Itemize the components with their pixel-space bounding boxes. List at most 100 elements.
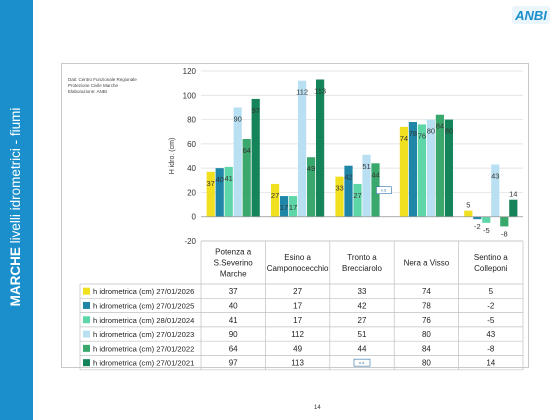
- data-label: 84: [436, 122, 444, 131]
- y-tick-label: -20: [184, 237, 196, 246]
- bar: [316, 79, 325, 217]
- page-number: 14: [314, 405, 321, 411]
- bar: [435, 114, 444, 217]
- data-label: 37: [207, 179, 215, 188]
- logo-background: [512, 6, 550, 24]
- anbi-logo-icon: ANBI: [512, 6, 550, 24]
- table-cell: 5: [489, 287, 494, 296]
- table-cell: 27: [358, 316, 367, 325]
- legend-swatch: [83, 330, 90, 338]
- bar: [500, 216, 509, 227]
- bar: [464, 210, 473, 217]
- table-cell: 42: [358, 301, 367, 310]
- bar: [444, 119, 453, 217]
- table-cell: 51: [358, 330, 367, 339]
- legend-swatch: [83, 316, 90, 324]
- data-label: 33: [335, 184, 343, 193]
- legend-series-name: h idrometrica (cm) 27/01/2021: [93, 359, 194, 368]
- data-label: 78: [409, 129, 417, 138]
- table-cell: 14: [486, 359, 495, 368]
- bar: [251, 98, 260, 217]
- table-cell-box: [353, 358, 371, 367]
- table-cell: 80: [422, 359, 431, 368]
- bar: [482, 216, 491, 223]
- data-label: 90: [234, 114, 242, 123]
- category-label: Potenza a: [215, 248, 252, 257]
- data-label: 80: [445, 127, 453, 136]
- data-label-box: [376, 186, 392, 195]
- category-label: Nera a Visso: [404, 259, 450, 268]
- table-cell: 17: [293, 316, 302, 325]
- legend-series-name: h idrometrica (cm) 27/01/2022: [93, 344, 194, 353]
- bar: [271, 183, 280, 217]
- data-label: n.d.: [381, 189, 387, 193]
- bar: [473, 216, 482, 220]
- category-label: Tronto a: [347, 253, 377, 262]
- bar: [298, 80, 307, 217]
- y-tick-label: 120: [183, 67, 197, 76]
- legend-series-name: h idrometrica (cm) 27/01/2026: [93, 287, 194, 296]
- category-label: Colleponi: [474, 264, 508, 273]
- data-label: 76: [418, 131, 426, 140]
- bar: [307, 157, 316, 217]
- source-note-line: Protezione Civile Marche: [68, 83, 119, 88]
- data-label: 27: [271, 191, 279, 200]
- legend-swatch: [83, 359, 90, 367]
- data-label: 80: [427, 127, 435, 136]
- data-label: 97: [252, 106, 260, 115]
- table-cell: 112: [291, 330, 304, 339]
- y-tick-label: 100: [183, 91, 197, 100]
- data-labels-layer: 37273374540174278-241172776-590112518043…: [207, 87, 518, 239]
- bars-layer: [206, 79, 518, 227]
- y-tick-label: 40: [187, 164, 196, 173]
- data-label: 74: [400, 134, 408, 143]
- bar: [362, 154, 371, 217]
- bar: [224, 166, 233, 217]
- data-label: -5: [483, 226, 490, 235]
- bar: [408, 122, 417, 217]
- data-label: 27: [353, 191, 361, 200]
- category-label: Sentino a: [474, 253, 508, 262]
- table-cell: 17: [293, 301, 302, 310]
- logo-text: ANBI: [514, 8, 547, 23]
- bar: [426, 119, 435, 217]
- source-note-line: Elaborazione: ANBI: [68, 89, 108, 94]
- table-cell: 78: [422, 301, 431, 310]
- source-note-line: Dati: Centro Funzionale Regionale: [68, 77, 137, 82]
- data-label: 5: [466, 201, 470, 210]
- category-label: S.Severino: [214, 259, 254, 268]
- category-label: Esino a: [284, 253, 311, 262]
- y-tick-label: 80: [187, 116, 196, 125]
- data-label: 41: [225, 174, 233, 183]
- bar: [417, 124, 426, 217]
- y-tick-label: 20: [187, 188, 196, 197]
- bar: [509, 199, 518, 217]
- legend-swatch: [83, 344, 90, 352]
- bar: [491, 164, 500, 217]
- table-cell: 76: [422, 316, 431, 325]
- y-axis-label: H idro. (cm): [169, 138, 176, 175]
- table-cell: n.d.: [359, 361, 365, 365]
- category-label: Camponocecchio: [267, 264, 329, 273]
- bar: [289, 196, 298, 217]
- bar: [206, 171, 215, 217]
- data-label: 17: [280, 203, 288, 212]
- table-cell: 49: [293, 344, 302, 353]
- bar: [242, 139, 251, 217]
- table-cell: -8: [487, 344, 495, 353]
- table-cell: -5: [487, 316, 495, 325]
- data-table: Potenza a S.Severino Marche Esino a Camponoc…: [79, 240, 524, 371]
- bar: [344, 165, 353, 217]
- category-label: Brecciarolo: [342, 264, 383, 273]
- table-cell: -2: [487, 301, 495, 310]
- data-label: 42: [344, 173, 352, 182]
- legend-series-name: h idrometrica (cm) 27/01/2023: [93, 330, 194, 339]
- table-cell: 74: [422, 287, 431, 296]
- category-label: Marche: [220, 270, 247, 279]
- source-note: Dati: Centro Funzionale Regionale Protez…: [68, 77, 137, 95]
- bar: [215, 168, 224, 217]
- table-cell: 90: [229, 330, 238, 339]
- data-label: -8: [501, 229, 508, 238]
- legend-swatch: [83, 301, 90, 309]
